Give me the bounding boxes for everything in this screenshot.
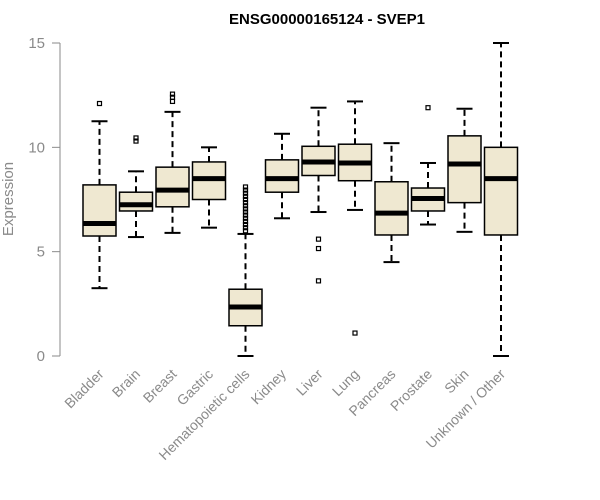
box-lung bbox=[337, 100, 373, 336]
outlier-point bbox=[242, 184, 249, 190]
outlier-point bbox=[133, 135, 139, 141]
outlier-point bbox=[242, 215, 249, 221]
y-axis-title: Expression bbox=[0, 162, 17, 236]
outlier-point bbox=[133, 138, 139, 144]
outlier-point bbox=[315, 236, 322, 242]
y-tick-label-10: 10 bbox=[28, 139, 45, 156]
x-label-kidney: Kidney bbox=[248, 366, 290, 408]
outlier-point bbox=[242, 196, 249, 203]
outlier-point bbox=[242, 206, 249, 212]
iqr-box bbox=[483, 146, 519, 236]
outlier-point bbox=[242, 225, 249, 231]
outlier-point bbox=[315, 278, 322, 284]
x-label-skin: Skin bbox=[441, 366, 472, 397]
outlier-point bbox=[242, 190, 249, 196]
iqr-box bbox=[155, 166, 190, 208]
box-liver bbox=[301, 106, 336, 284]
iqr-box bbox=[82, 184, 117, 237]
box-hematopoietic-cells bbox=[228, 184, 263, 357]
outlier-point bbox=[242, 203, 249, 209]
outlier-point bbox=[425, 105, 431, 111]
chart-title: ENSG00000165124 - SVEP1 bbox=[229, 11, 425, 28]
y-tick-label-0: 0 bbox=[37, 348, 45, 365]
y-tick-label-5: 5 bbox=[37, 244, 45, 261]
outlier-point bbox=[242, 187, 249, 193]
outlier-point bbox=[242, 212, 249, 218]
box-kidney bbox=[264, 132, 300, 220]
box-series bbox=[82, 42, 519, 357]
box-bladder bbox=[82, 100, 117, 290]
outlier-point bbox=[169, 91, 176, 97]
box-brain bbox=[118, 135, 154, 239]
box-skin bbox=[447, 107, 482, 233]
y-axis-ticks: 0 5 10 15 bbox=[28, 35, 60, 365]
outlier-point bbox=[242, 228, 249, 234]
iqr-box bbox=[374, 181, 409, 236]
outlier-point bbox=[242, 218, 249, 225]
box-breast bbox=[155, 91, 190, 234]
outlier-point bbox=[352, 330, 358, 336]
x-label-brain: Brain bbox=[109, 366, 143, 400]
outlier-point bbox=[169, 98, 176, 105]
x-label-lung: Lung bbox=[329, 366, 362, 399]
outlier-point bbox=[242, 200, 249, 206]
x-label-bladder: Bladder bbox=[61, 366, 107, 412]
x-label-breast: Breast bbox=[140, 366, 180, 406]
x-label-liver: Liver bbox=[293, 366, 326, 399]
outlier-point bbox=[315, 245, 322, 252]
box-unknown-other bbox=[483, 42, 519, 357]
outlier-point bbox=[96, 100, 103, 107]
outlier-point bbox=[242, 193, 249, 199]
iqr-box bbox=[264, 159, 300, 193]
y-tick-label-15: 15 bbox=[28, 35, 45, 52]
outlier-point bbox=[242, 209, 249, 215]
box-gastric bbox=[191, 146, 227, 229]
box-pancreas bbox=[374, 142, 409, 264]
iqr-box bbox=[118, 191, 154, 212]
box-prostate bbox=[410, 105, 446, 226]
outlier-point bbox=[242, 221, 249, 228]
iqr-box bbox=[447, 135, 482, 204]
outlier-point bbox=[169, 94, 176, 100]
